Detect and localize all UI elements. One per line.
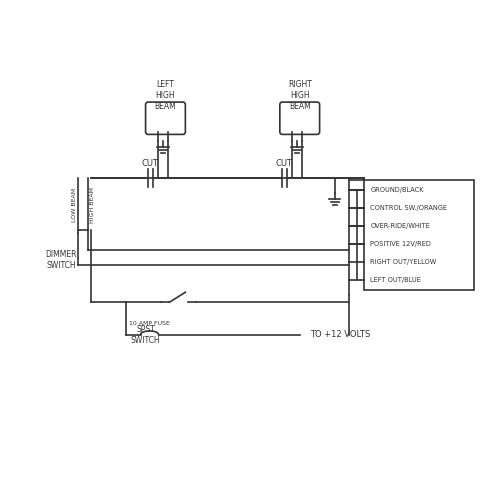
Text: POSITIVE 12V/RED: POSITIVE 12V/RED [370, 241, 431, 247]
Text: DIMMER
SWITCH: DIMMER SWITCH [46, 250, 77, 270]
Text: RIGHT OUT/YELLOW: RIGHT OUT/YELLOW [370, 259, 436, 265]
Text: LOW BEAM: LOW BEAM [72, 188, 77, 222]
Text: RIGHT
HIGH
BEAM: RIGHT HIGH BEAM [288, 80, 312, 112]
Text: HIGH BEAM: HIGH BEAM [90, 187, 95, 223]
Text: LEFT
HIGH
BEAM: LEFT HIGH BEAM [154, 80, 176, 112]
Text: CUT: CUT [276, 159, 292, 168]
Text: CUT: CUT [141, 159, 158, 168]
Text: CONTROL SW./ORANGE: CONTROL SW./ORANGE [370, 205, 448, 211]
Text: GROUND/BLACK: GROUND/BLACK [370, 188, 424, 194]
Text: 10 AMP FUSE: 10 AMP FUSE [129, 320, 170, 326]
Bar [364, 180, 474, 290]
Text: TO +12 VOLTS: TO +12 VOLTS [310, 330, 370, 339]
Text: LEFT OUT/BLUE: LEFT OUT/BLUE [370, 277, 421, 283]
Text: SPST
SWITCH: SPST SWITCH [131, 324, 160, 344]
Text: OVER-RIDE/WHITE: OVER-RIDE/WHITE [370, 223, 430, 229]
